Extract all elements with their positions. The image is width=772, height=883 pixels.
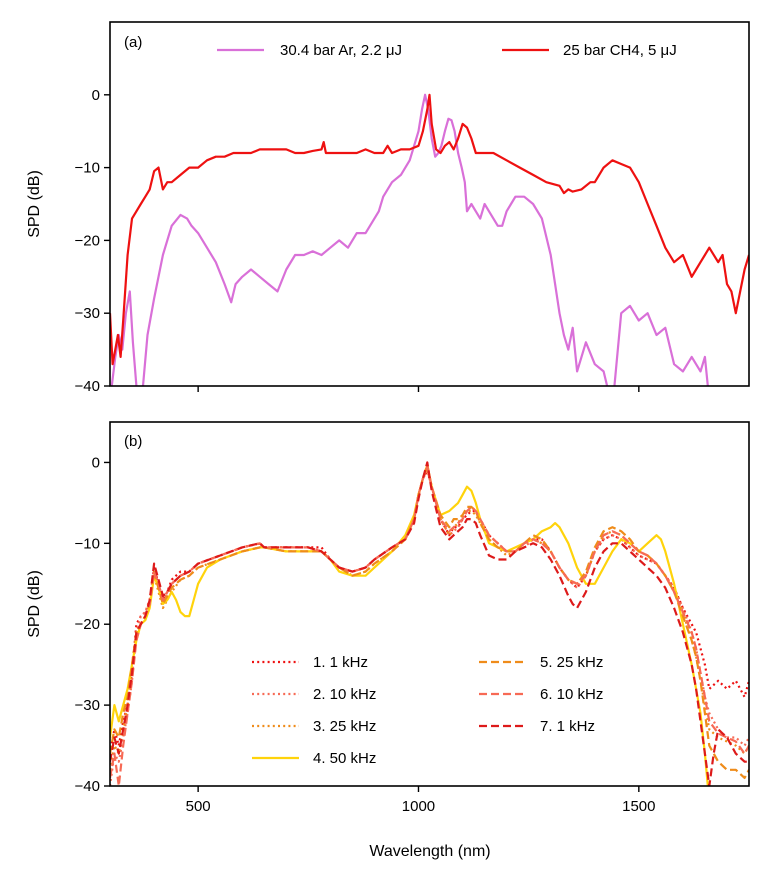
series-line-b-6 — [110, 465, 749, 786]
series-line-a-2 — [110, 93, 749, 366]
legend-label-b-6: 6. 10 kHz — [540, 686, 603, 703]
panel-a-legend: 30.4 bar Ar, 2.2 μJ 25 bar CH4, 5 μJ — [217, 42, 677, 59]
legend-label-ar: 30.4 bar Ar, 2.2 μJ — [280, 42, 402, 59]
ytick-label-b-4: −40 — [75, 778, 100, 795]
series-line-b-4 — [110, 463, 709, 786]
xtick-label-b-2: 1500 — [622, 798, 655, 815]
ytick-label-a-0: 0 — [92, 87, 100, 104]
legend-label-b-3: 3. 25 kHz — [313, 718, 376, 735]
legend-label-ch4: 25 bar CH4, 5 μJ — [563, 42, 677, 59]
series-line-b-7 — [110, 461, 749, 786]
series-line-b-3 — [110, 465, 749, 770]
series-line-b-5 — [110, 463, 749, 780]
ytick-label-b-3: −30 — [75, 697, 100, 714]
panel-b-ylabel: SPD (dB) — [26, 570, 43, 638]
panel-b-legend: 1. 1 kHz 2. 10 kHz 3. 25 kHz 4. 50 kHz 5. 25… — [252, 654, 603, 767]
panel-a-label: (a) — [124, 34, 142, 51]
panel-a-frame — [109, 21, 750, 387]
ytick-label-a-3: −30 — [75, 305, 100, 322]
panel-b-xlabel: Wavelength (nm) — [369, 843, 490, 860]
ytick-label-a-4: −40 — [75, 378, 100, 395]
panel-b-label: (b) — [124, 433, 142, 450]
series-line-b-2 — [110, 469, 749, 786]
panel-b-frame — [109, 421, 750, 787]
ytick-label-b-2: −20 — [75, 616, 100, 633]
series-line-a-1 — [110, 93, 709, 386]
xtick-label-b-0: 500 — [186, 798, 211, 815]
legend-label-b-5: 5. 25 kHz — [540, 654, 603, 671]
legend-label-b-2: 2. 10 kHz — [313, 686, 376, 703]
xtick-label-b-1: 1000 — [402, 798, 435, 815]
series-line-b-1 — [110, 469, 749, 754]
panel-a-ylabel: SPD (dB) — [26, 170, 43, 238]
legend-label-b-1: 1. 1 kHz — [313, 654, 368, 671]
legend-label-b-7: 7. 1 kHz — [540, 718, 595, 735]
panel-a: 0 −10 −20 −30 −40 (a) SPD (dB) 30.4 bar Ar, … — [26, 21, 750, 395]
ytick-label-b-0: 0 — [92, 454, 100, 471]
ytick-label-b-1: −10 — [75, 535, 100, 552]
legend-label-b-4: 4. 50 kHz — [313, 750, 376, 767]
panel-b: 0 −10 −20 −30 −40 500 1000 1500 (b) SPD (dB) Wa… — [26, 421, 750, 860]
ytick-label-a-2: −20 — [75, 232, 100, 249]
ytick-label-a-1: −10 — [75, 160, 100, 177]
